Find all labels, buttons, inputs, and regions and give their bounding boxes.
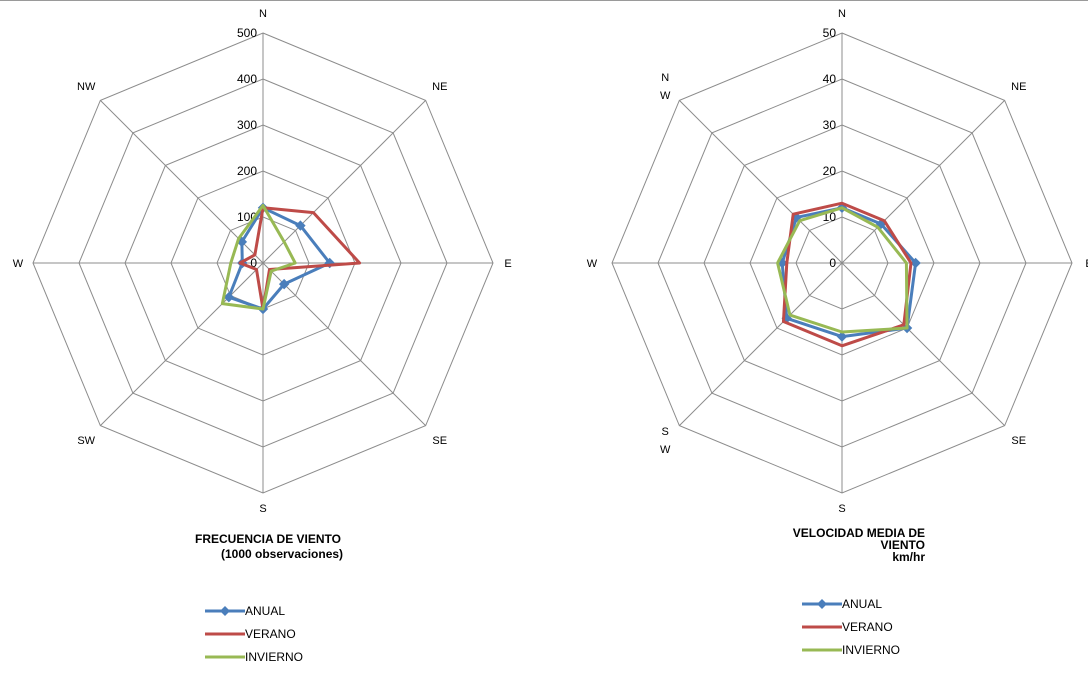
legend-label: ANUAL bbox=[842, 597, 882, 611]
category-label: SE bbox=[432, 435, 447, 447]
category-label: W bbox=[660, 90, 671, 102]
category-label: S bbox=[662, 426, 669, 438]
tick-label: 40 bbox=[823, 72, 837, 86]
legend-label: INVIERNO bbox=[842, 643, 900, 657]
chart-title: VIENTO bbox=[881, 538, 925, 552]
top-border bbox=[0, 0, 1088, 1]
grid-spoke bbox=[679, 262, 843, 426]
grid-spoke bbox=[100, 100, 264, 264]
series-line-invierno bbox=[776, 206, 909, 334]
chart-title: km/hr bbox=[892, 550, 925, 564]
category-label: N bbox=[838, 8, 846, 20]
grid-spoke bbox=[679, 100, 843, 264]
series-point-anual bbox=[295, 220, 306, 231]
tick-label: 500 bbox=[237, 26, 257, 40]
category-label: S bbox=[259, 503, 266, 515]
grid-spoke bbox=[841, 262, 1005, 426]
category-label: N bbox=[661, 72, 669, 84]
grid-spoke bbox=[841, 100, 1005, 264]
legend-label: ANUAL bbox=[245, 604, 285, 618]
series-line-verano bbox=[781, 201, 913, 348]
grid-spoke bbox=[100, 262, 264, 426]
tick-label: 200 bbox=[237, 164, 257, 178]
tick-label: 0 bbox=[250, 256, 257, 270]
legend-label: VERANO bbox=[842, 620, 893, 634]
tick-label: 20 bbox=[823, 164, 837, 178]
series-line-invierno bbox=[220, 204, 297, 311]
series-point-anual bbox=[223, 291, 235, 303]
series-point-anual bbox=[278, 278, 290, 290]
chart-title: (1000 observaciones) bbox=[221, 547, 343, 561]
legend-marker-anual bbox=[220, 606, 230, 616]
wind-speed-radar-chart: 01020304050NNEESESSWWNWVELOCIDAD MEDIA D… bbox=[587, 8, 1088, 657]
tick-label: 0 bbox=[829, 256, 836, 270]
chart-title: FRECUENCIA DE VIENTO bbox=[195, 532, 341, 546]
category-label: SE bbox=[1011, 435, 1026, 447]
category-label: NE bbox=[432, 81, 447, 93]
tick-label: 50 bbox=[823, 26, 837, 40]
category-label: S bbox=[838, 503, 845, 515]
tick-label: 400 bbox=[237, 72, 257, 86]
tick-label: 30 bbox=[823, 118, 837, 132]
legend-label: VERANO bbox=[245, 627, 296, 641]
category-label: W bbox=[660, 444, 671, 456]
grid-spoke bbox=[262, 262, 426, 426]
grid-spoke bbox=[262, 100, 426, 264]
series-point-anual bbox=[836, 331, 848, 342]
category-label: NW bbox=[77, 81, 96, 93]
legend-marker-anual bbox=[817, 599, 827, 609]
legend-label: INVIERNO bbox=[245, 650, 303, 664]
chart-title: VELOCIDAD MEDIA DE bbox=[793, 526, 925, 540]
category-label: SW bbox=[77, 435, 95, 447]
series-point-anual bbox=[910, 257, 921, 269]
category-label: E bbox=[1085, 258, 1088, 270]
category-label: NE bbox=[1011, 81, 1026, 93]
category-label: W bbox=[13, 258, 24, 270]
category-label: E bbox=[504, 258, 511, 270]
category-label: N bbox=[259, 8, 267, 20]
tick-label: 300 bbox=[237, 118, 257, 132]
category-label: W bbox=[587, 258, 598, 270]
